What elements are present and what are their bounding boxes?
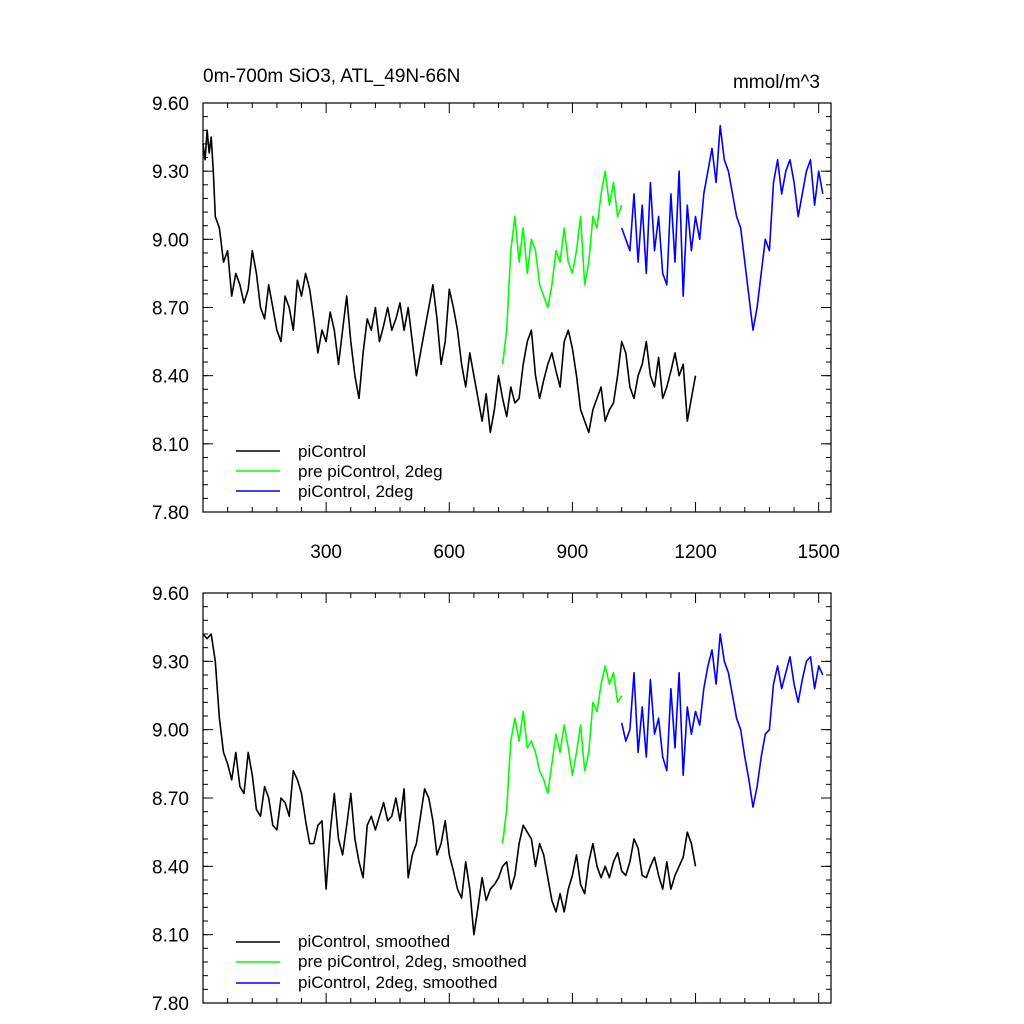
series-line-pre-picontrol-2deg-smoothed bbox=[501, 665, 623, 844]
top-panel: 0m-700m SiO3, ATL_49N-66N mmol/m^3 9.609… bbox=[152, 66, 840, 563]
legend-label-picontrol: piControl bbox=[298, 442, 366, 461]
y-tick-label: 8.40 bbox=[152, 367, 189, 388]
x-tick-label: 900 bbox=[557, 542, 589, 563]
bottom-panel-ticks: 9.60 9.30 9.00 8.70 8.40 8.10 7.80 bbox=[152, 584, 831, 1015]
legend-label-picontrol-smoothed: piControl, smoothed bbox=[298, 932, 450, 951]
top-panel-title: 0m-700m SiO3, ATL_49N-66N bbox=[203, 66, 460, 87]
y-tick-label: 9.60 bbox=[152, 584, 189, 605]
bottom-panel-series bbox=[202, 633, 824, 936]
series-line-picontrol-2deg-smoothed bbox=[620, 633, 824, 808]
y-tick-label: 8.10 bbox=[152, 435, 189, 456]
top-panel-frame bbox=[202, 102, 832, 513]
top-panel-ticks: 9.60 9.30 9.00 8.70 8.40 8.10 7.80 300 600 900 120… bbox=[152, 94, 840, 563]
legend-label-picontrol-2deg-smoothed: piControl, 2deg, smoothed bbox=[298, 973, 497, 992]
y-tick-label: 8.70 bbox=[152, 299, 189, 320]
y-tick-label: 9.30 bbox=[152, 162, 189, 183]
series-line-pre-picontrol-2deg bbox=[501, 170, 623, 365]
bottom-panel: 9.60 9.30 9.00 8.70 8.40 8.10 7.80 piControl, … bbox=[152, 584, 832, 1015]
y-tick-label: 7.80 bbox=[152, 503, 189, 524]
x-tick-label: 300 bbox=[310, 542, 342, 563]
legend-label-picontrol-2deg: piControl, 2deg bbox=[298, 482, 413, 501]
y-tick-label: 9.60 bbox=[152, 94, 189, 115]
y-tick-label: 7.80 bbox=[152, 994, 189, 1015]
top-panel-legend: piControl pre piControl, 2deg piControl,… bbox=[236, 442, 443, 501]
series-line-picontrol-2deg bbox=[620, 124, 824, 332]
y-tick-label: 8.40 bbox=[152, 857, 189, 878]
x-tick-label: 1500 bbox=[798, 542, 840, 563]
y-tick-label: 8.70 bbox=[152, 789, 189, 810]
top-panel-units: mmol/m^3 bbox=[733, 72, 820, 93]
series-line-picontrol bbox=[202, 129, 697, 434]
y-tick-label: 9.00 bbox=[152, 721, 189, 742]
x-tick-label: 600 bbox=[433, 542, 465, 563]
y-tick-label: 9.00 bbox=[152, 230, 189, 251]
y-tick-label: 9.30 bbox=[152, 652, 189, 673]
bottom-panel-frame bbox=[202, 592, 832, 1004]
legend-label-pre-picontrol-2deg: pre piControl, 2deg bbox=[298, 462, 443, 481]
y-tick-label: 8.10 bbox=[152, 926, 189, 947]
series-line-picontrol-smoothed bbox=[202, 633, 697, 936]
legend-label-pre-picontrol-2deg-smoothed: pre piControl, 2deg, smoothed bbox=[298, 952, 527, 971]
x-tick-label: 1200 bbox=[674, 542, 716, 563]
bottom-panel-legend: piControl, smoothed pre piControl, 2deg,… bbox=[236, 932, 527, 992]
top-panel-series bbox=[202, 124, 824, 434]
